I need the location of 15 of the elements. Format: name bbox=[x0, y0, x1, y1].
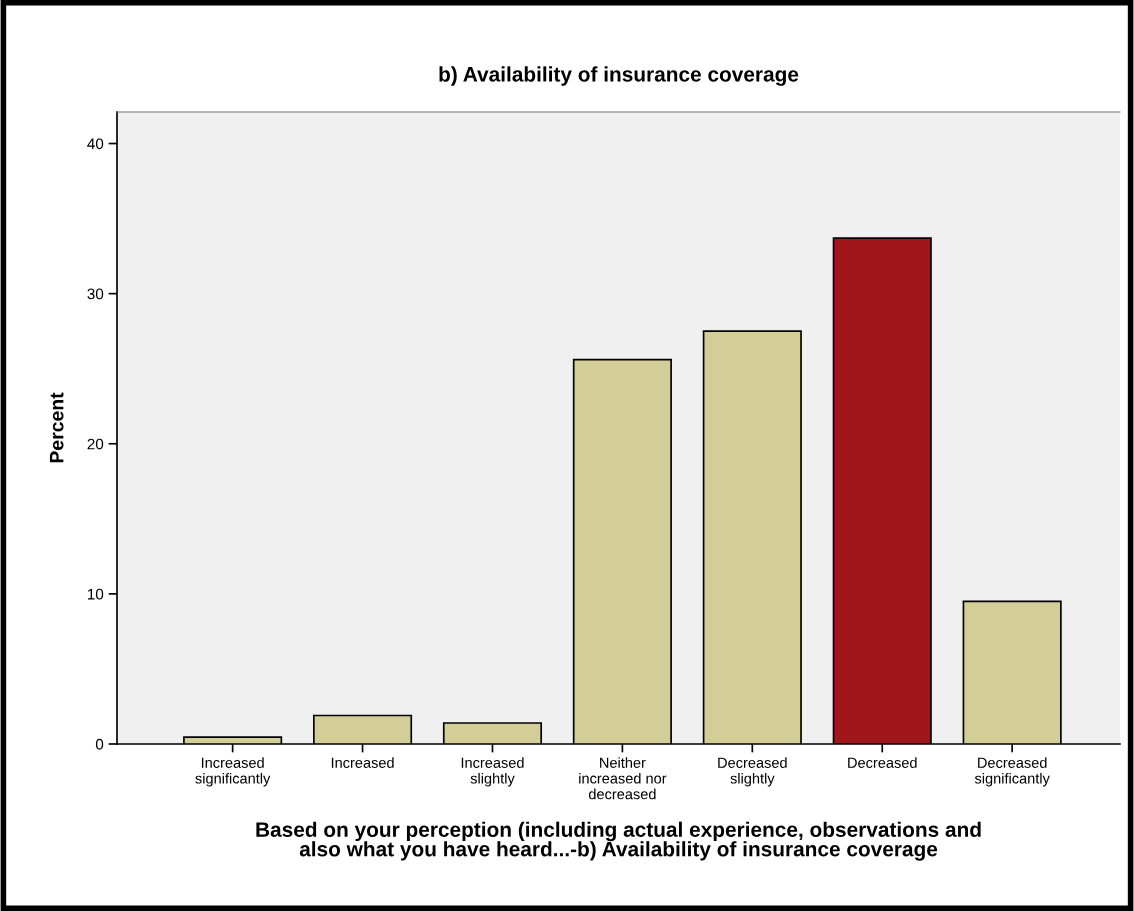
x-tick-label: Increased slightly bbox=[461, 757, 524, 787]
y-axis-title: Percent bbox=[49, 392, 64, 463]
y-tick-label: 0 bbox=[95, 738, 104, 750]
x-axis-title: Based on your perception (including actual experience, observations and also what you have heard...-b) Availability of insurance coverage bbox=[256, 821, 981, 861]
chart-title: b) Availability of insurance coverage bbox=[439, 66, 799, 86]
x-tick-label: Increased bbox=[331, 757, 394, 768]
y-tick-label: 30 bbox=[87, 288, 104, 300]
x-tick-label: Increased significantly bbox=[195, 757, 271, 787]
y-tick-label: 40 bbox=[87, 138, 104, 150]
x-tick-label: Decreased significantly bbox=[974, 757, 1050, 787]
x-tick-label: Neither increased nor decreased bbox=[579, 757, 667, 800]
y-tick-label: 10 bbox=[87, 588, 104, 600]
x-tick-label: Decreased bbox=[848, 757, 917, 768]
x-tick-label: Decreased slightly bbox=[718, 757, 787, 787]
y-tick-label: 20 bbox=[87, 438, 104, 450]
